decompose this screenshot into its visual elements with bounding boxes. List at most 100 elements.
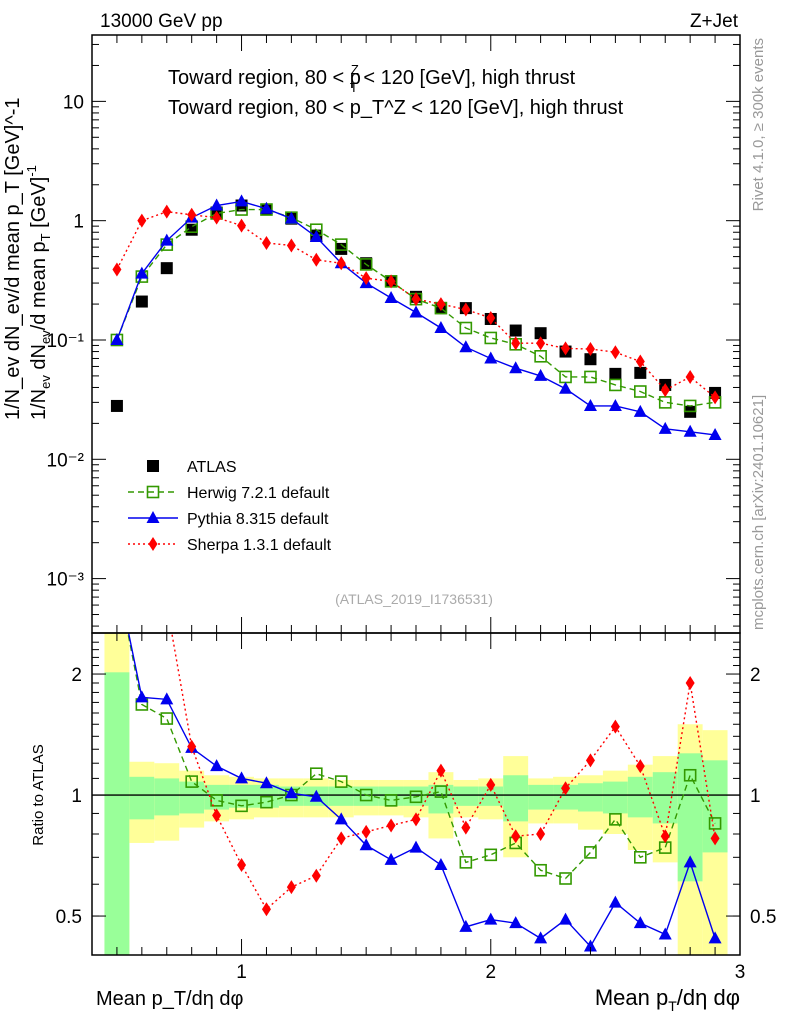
ratio-sherpa-point xyxy=(336,831,346,846)
ratio-pythia-point xyxy=(110,569,123,581)
ratio-sherpa-point xyxy=(261,902,271,917)
main-sherpa-point xyxy=(286,238,296,253)
main-series xyxy=(110,194,722,440)
ratio-herwig-point xyxy=(434,785,448,798)
ratio-sherpa-point xyxy=(411,812,421,827)
main-herwig-point xyxy=(459,321,473,335)
ratio-herwig-point xyxy=(160,712,174,725)
ratio-frame xyxy=(91,632,741,956)
x-tick-label: 2 xyxy=(485,962,496,983)
ratio-pythia-point xyxy=(608,895,622,908)
main-pythia-point xyxy=(559,381,573,394)
ratio-herwig-point xyxy=(459,856,473,869)
main-pythia-point xyxy=(259,201,273,214)
main-sherpa-point xyxy=(112,262,122,277)
ratio-pythia-point xyxy=(210,759,224,772)
main-pythia-point xyxy=(534,368,548,381)
ratio-herwig-point xyxy=(708,817,722,830)
main-pythia-point xyxy=(210,198,224,211)
ratio-pythia-point xyxy=(284,786,298,799)
ratio-sherpa-point xyxy=(536,826,546,841)
ratio-pythia-point xyxy=(658,927,672,940)
ratio-pythia-point xyxy=(384,852,398,865)
main-sherpa-point xyxy=(137,213,147,228)
main-sherpa-point xyxy=(261,236,271,251)
ratio-y-tick-label-right: 1 xyxy=(750,786,761,807)
ratio-herwig-line xyxy=(127,633,716,880)
ratio-sherpa-point xyxy=(187,739,197,754)
ratio-sherpa-point xyxy=(162,597,171,611)
ratio-pythia-point xyxy=(559,912,573,925)
main-sherpa-point xyxy=(361,271,371,286)
ratio-pythia-point xyxy=(683,855,697,868)
ratio-sherpa-point xyxy=(635,759,645,774)
ratio-sherpa-point xyxy=(386,818,396,833)
ratio-sherpa-point xyxy=(685,675,695,690)
ratio-stat-uncertainty-band xyxy=(627,776,653,818)
ratio-stat-uncertainty-band xyxy=(453,786,479,806)
main-atlas-point xyxy=(335,242,348,255)
legend-label: Herwig 7.2.1 default xyxy=(187,485,330,502)
main-pythia-point xyxy=(633,404,647,417)
main-pythia-point xyxy=(160,233,174,246)
x-axis-label: Mean pT/dη dφ xyxy=(595,985,740,1014)
x-tick-label: 1 xyxy=(236,962,247,983)
main-pythia-line xyxy=(116,200,716,436)
main-pythia-point xyxy=(235,194,249,207)
main-atlas-point xyxy=(509,324,522,337)
main-sherpa-point xyxy=(536,336,546,351)
ratio-herwig-point xyxy=(334,775,348,788)
ratio-series xyxy=(110,514,722,952)
main-atlas-point xyxy=(110,399,123,412)
main-y-tick-label: 10⁻¹ xyxy=(47,331,85,352)
ratio-stat-uncertainty-band xyxy=(602,781,628,814)
ratio-pythia-point xyxy=(459,919,473,932)
main-sherpa-point xyxy=(660,383,670,398)
main-atlas-point xyxy=(534,327,547,340)
ratio-pythia-point xyxy=(484,912,498,925)
ratio-herwig-point xyxy=(534,863,547,877)
ratio-pythia-point xyxy=(235,771,249,784)
main-herwig-point xyxy=(334,238,348,251)
main-pythia-point xyxy=(135,266,149,279)
main-y-tick-label: 10 xyxy=(63,92,84,113)
main-atlas-point xyxy=(609,367,622,380)
ratio-sherpa-point xyxy=(311,868,321,883)
legend-marker xyxy=(146,511,160,523)
main-herwig-point xyxy=(534,349,547,363)
ratio-herwig-point xyxy=(111,571,122,582)
main-pythia-point xyxy=(708,427,722,440)
ratio-pythia-point xyxy=(334,812,348,825)
main-atlas-point xyxy=(160,262,173,275)
legend-marker xyxy=(146,485,160,499)
ratio-sherpa-point xyxy=(137,514,146,528)
ratio-sherpa-point xyxy=(710,831,720,846)
analysis-watermark: (ATLAS_2019_I1736531) xyxy=(335,591,493,607)
ratio-sherpa-point xyxy=(610,719,620,734)
main-sherpa-point xyxy=(237,218,247,233)
ratio-stat-uncertainty-band xyxy=(503,775,529,822)
ratio-herwig-point xyxy=(185,775,198,788)
main-pythia-point xyxy=(459,340,473,353)
legend-marker xyxy=(148,537,158,551)
main-sherpa-point xyxy=(411,292,421,307)
ratio-herwig-point xyxy=(584,846,597,859)
plot-title-text: Toward region, 80 < p_T^Z < 120 [GeV], h… xyxy=(168,97,624,119)
ratio-sherpa-point xyxy=(212,808,222,823)
ratio-pythia-point xyxy=(309,789,323,802)
main-sherpa-point xyxy=(336,256,346,271)
ratio-stat-uncertainty-band xyxy=(528,784,554,810)
main-sherpa-point xyxy=(685,369,695,384)
x-axis-label-text: Mean p_T/dη dφ xyxy=(96,988,244,1010)
ratio-stat-uncertainty-band xyxy=(378,786,404,806)
main-pythia-point xyxy=(608,398,622,411)
main-atlas-point xyxy=(135,295,148,308)
main-pythia-point xyxy=(484,351,498,364)
ratio-herwig-point xyxy=(683,768,697,782)
plot-title: Toward region, 80 < pZ T < 120 [GeV], hig… xyxy=(168,62,576,95)
y-axis-label: 1/Nev dNev/d mean pT [GeV]-1 xyxy=(24,165,53,420)
ratio-sherpa-point xyxy=(361,824,371,839)
main-pythia-point xyxy=(409,305,423,318)
main-sherpa-point xyxy=(187,207,197,222)
y-axis-label-text: 1/N_ev dN_ev/d mean p_T [GeV]^-1 xyxy=(2,97,24,420)
